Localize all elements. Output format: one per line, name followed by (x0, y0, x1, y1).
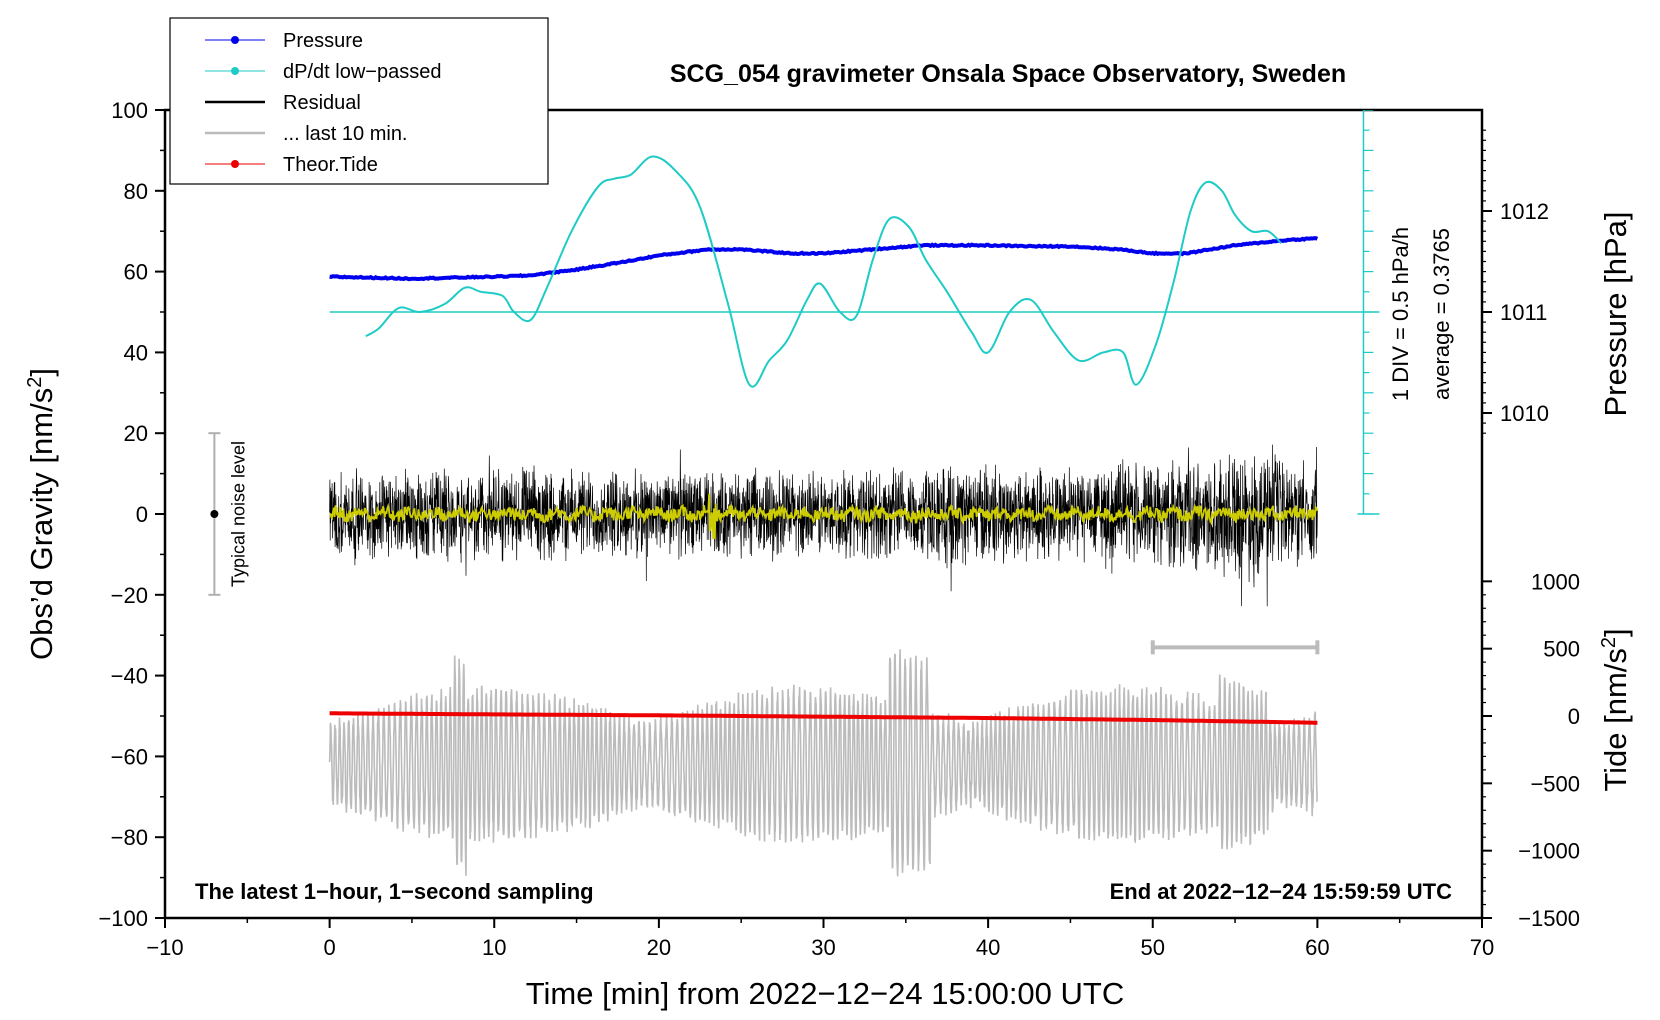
x-tick-label: −10 (146, 935, 183, 960)
pressure-tick-label: 1012 (1500, 199, 1549, 224)
legend-swatch-dot (231, 67, 239, 75)
residual-smoothed-line (329, 493, 1319, 540)
x-tick-label: 20 (647, 935, 671, 960)
x-axis-label: Time [min] from 2022−12−24 15:00:00 UTC (526, 976, 1125, 1011)
legend-swatch-dot (231, 160, 239, 168)
legend-label: ... last 10 min. (283, 123, 408, 145)
y-tick-label: −80 (111, 825, 148, 850)
pressure-line (329, 236, 1319, 282)
tide-tick-label: −1000 (1518, 839, 1580, 864)
y-axis-right: 1010 1011 1012 −1500 −1000 −500 0 500 1000 (1482, 129, 1580, 931)
residual-line (329, 444, 1318, 607)
last-10-min-line (328, 649, 1319, 877)
dpdt-scale-bar (329, 110, 1380, 515)
tide-tick-label: −1500 (1518, 906, 1580, 931)
y-tick-label: −40 (111, 664, 148, 689)
series-layer (328, 155, 1320, 877)
y-tick-label: −60 (111, 744, 148, 769)
legend-label: Theor.Tide (283, 154, 378, 176)
legend-label: Residual (283, 92, 361, 114)
y-axis-left-label: Obs’d Gravity [nm/s2] (24, 368, 59, 660)
tide-tick-label: −500 (1530, 771, 1580, 796)
y-tick-label: 80 (124, 179, 148, 204)
dpdt-scale-label: 1 DIV = 0.5 hPa/h (1388, 227, 1413, 401)
tide-tick-label: 500 (1543, 637, 1580, 662)
x-tick-label: 30 (811, 935, 835, 960)
y-axis-left: −100 −80 −60 −40 −20 0 20 40 60 80 100 (98, 98, 165, 931)
pressure-tick-label: 1010 (1500, 401, 1549, 426)
x-tick-label: 70 (1470, 935, 1494, 960)
pressure-axis-label: Pressure [hPa] (1598, 211, 1633, 416)
x-tick-label: 50 (1141, 935, 1165, 960)
y-tick-label: −100 (98, 906, 148, 931)
x-tick-label: 10 (482, 935, 506, 960)
y-tick-label: 60 (124, 260, 148, 285)
y-tick-label: 0 (136, 502, 148, 527)
y-tick-label: 100 (111, 98, 148, 123)
y-tick-label: 40 (124, 340, 148, 365)
legend-label: dP/dt low−passed (283, 61, 441, 83)
pressure-tick-label: 1011 (1500, 300, 1547, 325)
x-tick-label: 60 (1305, 935, 1329, 960)
tide-tick-label: 0 (1568, 704, 1580, 729)
x-tick-label: 40 (976, 935, 1000, 960)
legend: Pressure dP/dt low−passed Residual ... last… (169, 17, 549, 185)
dpdt-average-label: average = 0.3765 (1429, 228, 1454, 400)
noise-center-dot (210, 510, 219, 518)
end-time-note: End at 2022−12−24 15:59:59 UTC (1110, 879, 1453, 904)
theoretical-tide-line (329, 711, 1318, 725)
chart-title: SCG_054 gravimeter Onsala Space Observat… (670, 60, 1346, 88)
x-axis: −10 0 10 20 30 40 50 60 70 (146, 918, 1494, 960)
tide-tick-label: 1000 (1531, 569, 1580, 594)
y-tick-label: 20 (124, 421, 148, 446)
legend-label: Pressure (283, 30, 363, 52)
tide-axis-label: Tide [nm/s2] (1598, 628, 1633, 791)
x-tick-label: 0 (324, 935, 336, 960)
y-tick-label: −20 (111, 583, 148, 608)
noise-level-marker: Typical noise level (208, 432, 248, 596)
legend-swatch-dot (231, 36, 239, 44)
dpdt-line (365, 155, 1282, 388)
noise-label: Typical noise level (228, 441, 248, 587)
sampling-note: The latest 1−hour, 1−second sampling (195, 879, 594, 904)
